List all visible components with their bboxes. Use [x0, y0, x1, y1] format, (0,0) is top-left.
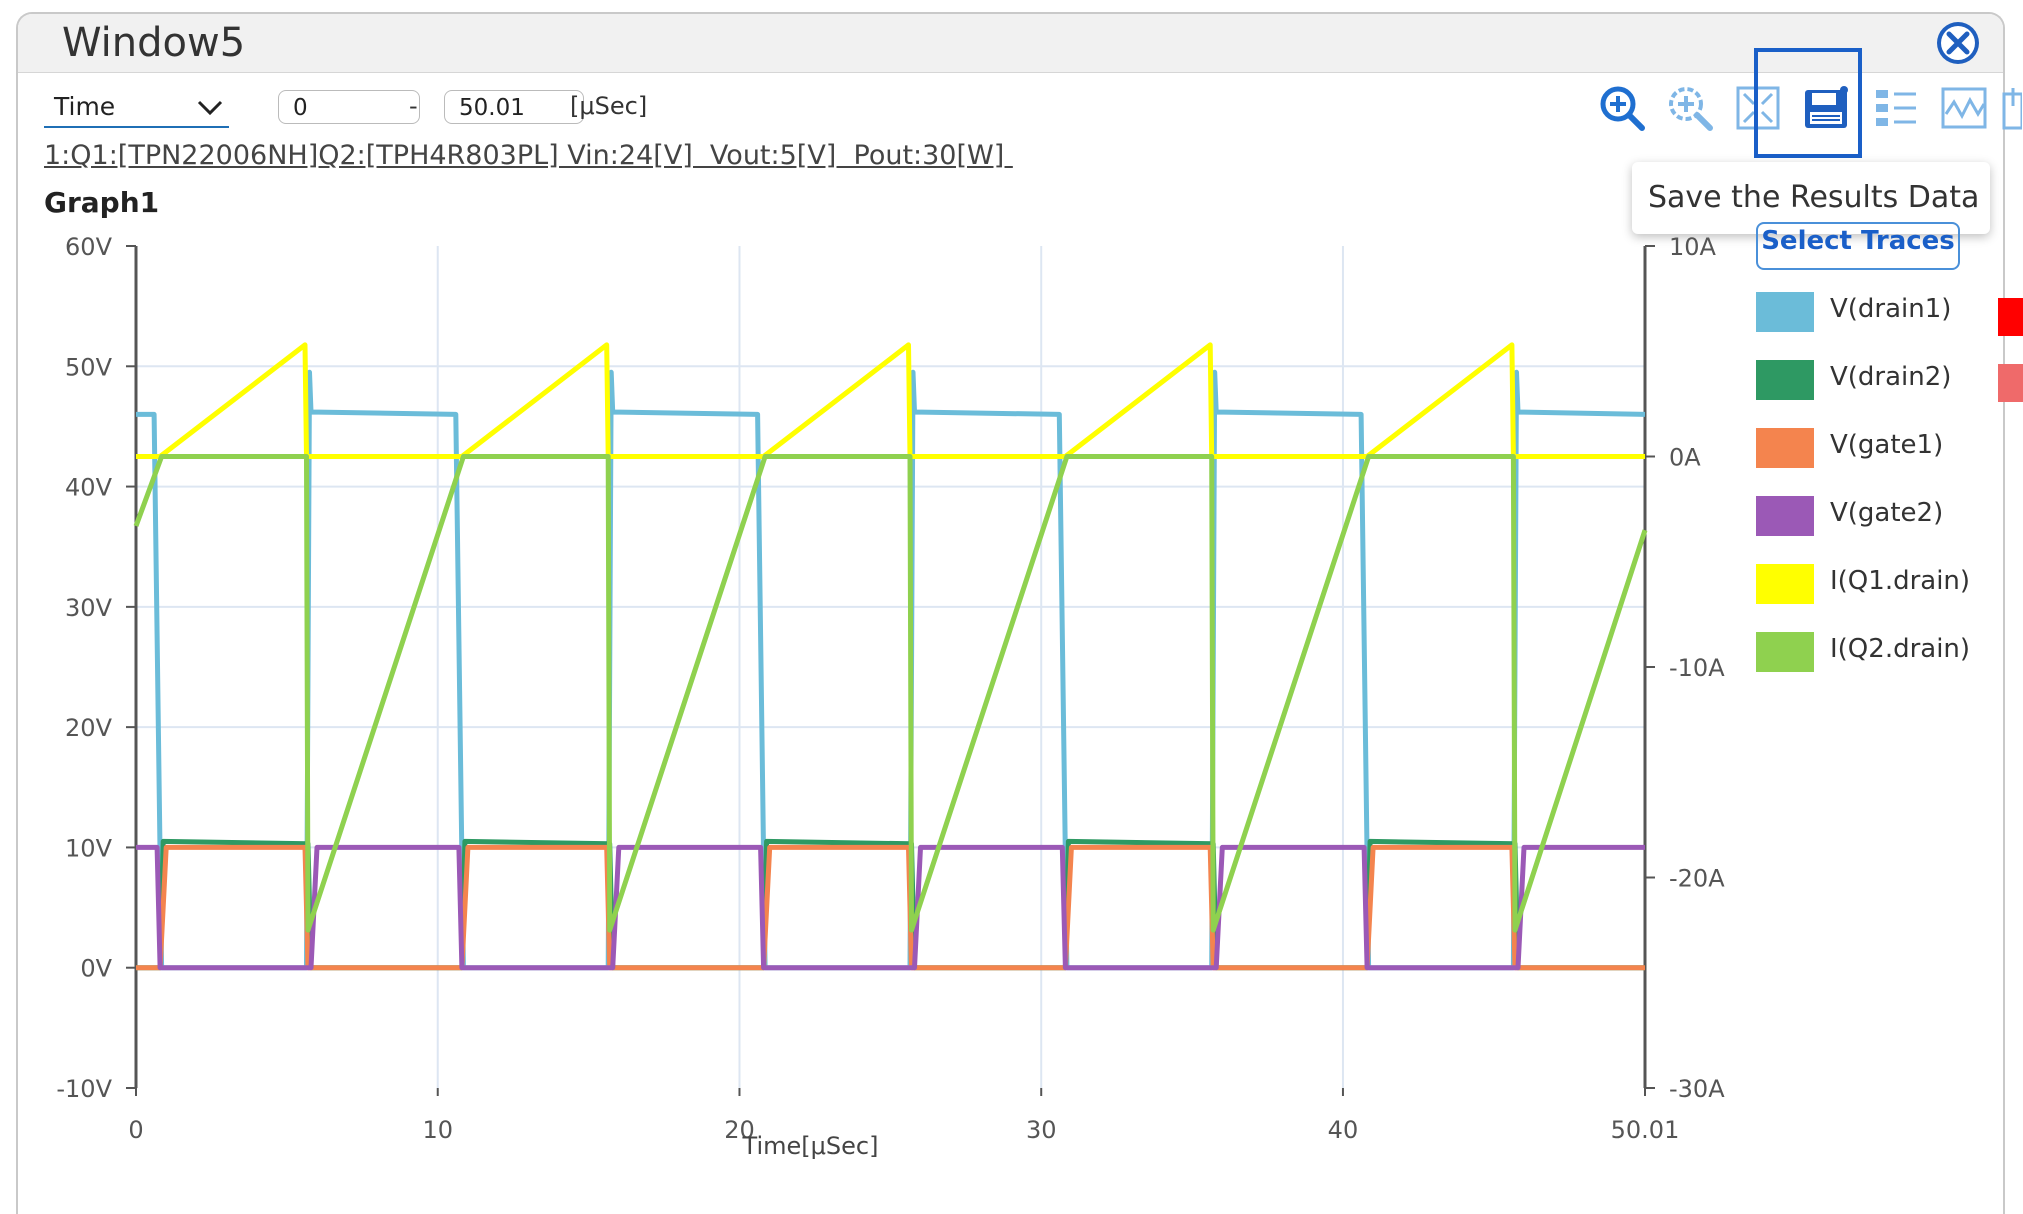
- y-tick-label: 60V: [65, 233, 113, 261]
- graph-title: Graph1: [44, 186, 160, 219]
- legend-swatch: [1756, 496, 1814, 536]
- x-tick-label: 0: [128, 1116, 143, 1144]
- x-tick-label: 10: [422, 1116, 453, 1144]
- legend-swatch: [1756, 428, 1814, 468]
- range-start-input[interactable]: 0: [278, 90, 420, 124]
- y-tick-label: -10V: [56, 1075, 112, 1103]
- y-tick-label: 10V: [65, 834, 113, 862]
- axis-select[interactable]: Time: [44, 88, 229, 128]
- window-title: Window5: [62, 20, 246, 66]
- legend-swatch: [1756, 564, 1814, 604]
- series-line: [136, 844, 1645, 971]
- x-tick-label: 20: [724, 1116, 755, 1144]
- legend-label: V(drain2): [1830, 362, 1952, 392]
- legend-swatch: [1756, 292, 1814, 332]
- zoom-select-icon[interactable]: [1666, 84, 1714, 132]
- legend-label: V(drain1): [1830, 294, 1952, 324]
- waveform-icon[interactable]: [1940, 84, 1988, 132]
- y2-tick-label: -20A: [1669, 865, 1725, 893]
- x-tick-label: 50.01: [1611, 1116, 1680, 1144]
- save-button-highlight: [1754, 48, 1862, 158]
- legend-swatch: [1756, 632, 1814, 672]
- series-line: [133, 454, 1648, 933]
- range-separator: -: [409, 92, 418, 120]
- y2-tick-label: 10A: [1669, 233, 1717, 261]
- range-end-input[interactable]: 50.01: [444, 90, 584, 124]
- zoom-in-icon[interactable]: [1598, 84, 1646, 132]
- y-tick-label: 20V: [65, 714, 113, 742]
- x-axis-label: Time[μSec]: [742, 1132, 879, 1160]
- simulation-conditions-link[interactable]: 1:Q1:[TPN22006NH]Q2:[TPH4R803PL] Vin:24[…: [44, 140, 1013, 171]
- legend-swatch: [1756, 360, 1814, 400]
- series-line: [136, 369, 1646, 971]
- axis-select-value: Time: [54, 92, 116, 121]
- x-tick-label: 30: [1026, 1116, 1057, 1144]
- y2-tick-label: 0A: [1669, 444, 1701, 472]
- save-results-icon[interactable]: [1802, 84, 1850, 132]
- series-line: [136, 838, 1645, 971]
- legend-label: I(Q2.drain): [1830, 634, 1971, 664]
- close-icon[interactable]: [1935, 20, 1981, 66]
- legend-label: I(Q1.drain): [1830, 566, 1971, 596]
- y2-tick-label: -30A: [1669, 1075, 1725, 1103]
- chevron-down-icon: [197, 100, 223, 116]
- fit-view-icon[interactable]: [1734, 84, 1782, 132]
- series-line: [136, 342, 1645, 459]
- title-bar[interactable]: Window5: [18, 14, 2003, 73]
- legend-swatch-partial: [1998, 298, 2023, 336]
- select-traces-button[interactable]: Select Traces: [1756, 222, 1960, 270]
- y-tick-label: 40V: [65, 474, 113, 502]
- legend-label: V(gate1): [1830, 430, 1944, 460]
- y-tick-label: 30V: [65, 594, 113, 622]
- y-tick-label: 0V: [80, 955, 112, 983]
- export-icon[interactable]: [2000, 84, 2022, 132]
- y2-tick-label: -10A: [1669, 654, 1725, 682]
- range-unit: [μSec]: [570, 92, 648, 120]
- series-line: [136, 844, 1645, 971]
- trace-settings-icon[interactable]: [1872, 84, 1920, 132]
- legend-swatch-partial: [1998, 364, 2023, 402]
- x-tick-label: 40: [1328, 1116, 1359, 1144]
- legend-label: V(gate2): [1830, 498, 1944, 528]
- y-tick-label: 50V: [65, 353, 113, 381]
